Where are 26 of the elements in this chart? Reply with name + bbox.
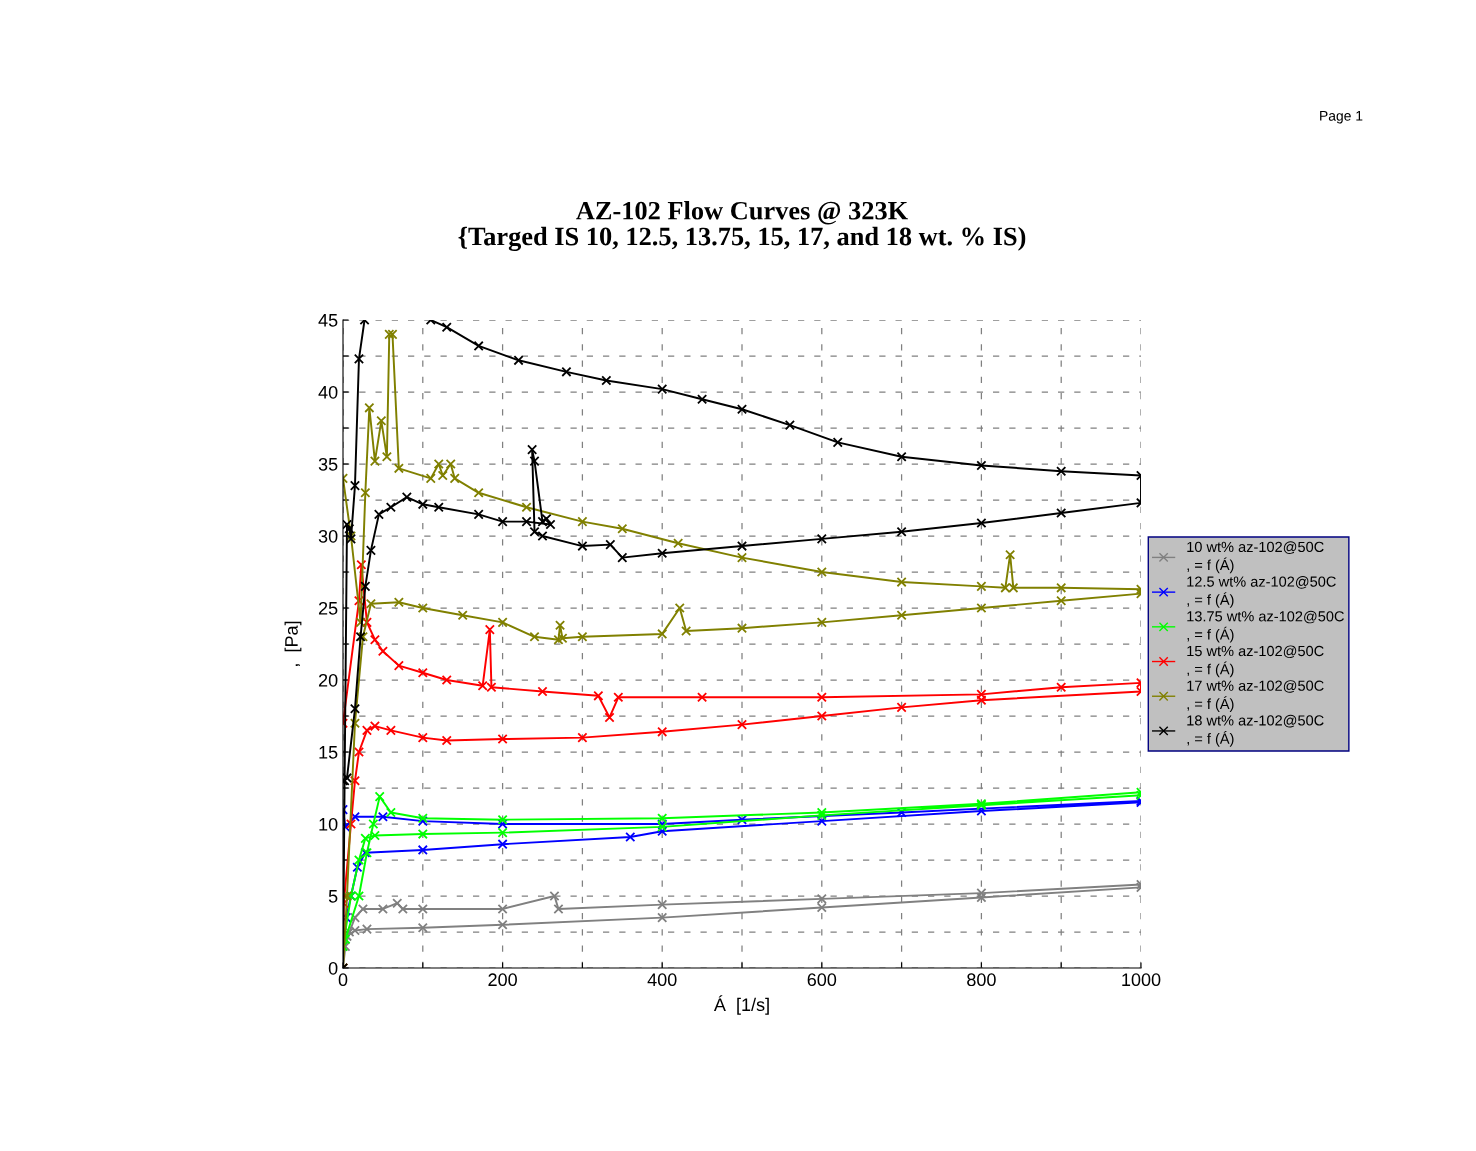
y-tick-label: 25 [318,601,338,615]
legend-label: 12.5 wt% az-102@50C , = f (Á) [1187,576,1336,608]
x-tick-label: 0 [338,973,348,987]
x-tick-label: 1000 [1122,973,1161,987]
legend-label: 18 wt% az-102@50C , = f (Á) [1187,714,1324,747]
x-tick-label: 800 [967,973,996,987]
y-tick-label: 30 [318,529,338,543]
y-tick-label: 10 [319,817,338,831]
x-tick-label: 600 [807,973,837,987]
x-tick-label: 200 [488,973,517,987]
chart-title: AZ-102 Flow Curves @ 323K {Targed IS 10, 12.5, 13.75, 15, 17, and 18 wt. % IS) [458,201,1026,251]
y-tick-label: 15 [319,746,338,759]
legend-label: 17 wt% az-102@50C , = f (Á) [1187,680,1324,712]
text: Page 1 [1320,111,1363,124]
y-tick-label: 20 [318,673,338,687]
y-axis-title: , [Pa] [284,621,302,666]
x-tick-label: 400 [647,973,677,987]
y-tick-label: 45 [318,314,338,327]
y-tick-label: 35 [318,457,338,471]
legend-label: 10 wt% az-102@50C , = f (Á) [1187,541,1324,574]
y-tick-label: 40 [318,385,338,399]
legend-label: 13.75 wt% az-102@50C , = f (Á) [1187,610,1344,643]
x-axis-title: Á [1/s] [713,995,769,1015]
y-tick-label: 5 [328,890,338,903]
y-tick-label: 0 [328,961,338,975]
legend-label: 15 wt% az-102@50C , = f (Á) [1187,645,1324,678]
